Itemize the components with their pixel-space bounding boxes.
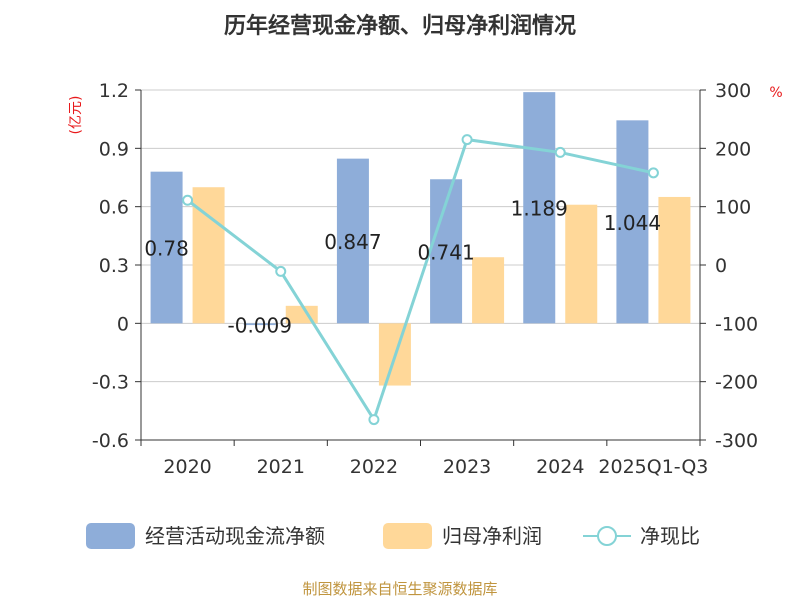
source-note: 制图数据来自恒生聚源数据库 — [302, 580, 497, 598]
right-tick-label: 100 — [715, 197, 751, 219]
line-layer — [182, 134, 659, 426]
data-label-cashflow: 1.189 — [511, 197, 568, 221]
bar-layer — [150, 92, 691, 386]
left-tick-label: 0.6 — [99, 197, 129, 219]
data-label-cashflow: 0.741 — [417, 240, 474, 264]
bar-netprofit — [658, 196, 691, 324]
ratio-point — [647, 167, 659, 179]
legend-swatch-cashflow — [86, 523, 135, 549]
right-tick-label: 0 — [715, 255, 727, 277]
left-tick-label: -0.3 — [92, 372, 129, 394]
legend-swatch-netprofit — [383, 523, 432, 549]
right-axis-unit: % — [769, 85, 782, 101]
data-label-layer: 0.78 -0.009 0.847 0.741 1.189 1.044 — [144, 197, 661, 338]
x-tick-label: 2021 — [257, 456, 305, 478]
x-tick-label: 2022 — [350, 456, 398, 478]
x-tick-label: 2025Q1-Q3 — [598, 456, 708, 478]
ratio-point — [368, 414, 380, 426]
bar-cashflow — [523, 92, 556, 324]
ratio-point — [461, 134, 473, 146]
data-label-cashflow: 1.044 — [604, 211, 661, 235]
bar-cashflow — [616, 120, 649, 324]
left-tick-label: 0.3 — [99, 255, 129, 277]
left-tick-label: 0.9 — [99, 138, 129, 160]
left-tick-label: 0 — [117, 313, 129, 335]
axes: 1.2 0.9 0.6 0.3 0 -0.3 -0.6 300 200 100 0 -100 -200 -… — [92, 80, 758, 478]
left-axis-unit: (亿元) — [68, 96, 84, 135]
left-tick-label: -0.6 — [92, 430, 129, 452]
right-tick-label: -200 — [715, 372, 758, 394]
x-tick-label: 2023 — [443, 456, 491, 478]
bar-netprofit — [565, 204, 598, 324]
ratio-point — [554, 146, 566, 158]
bar-cashflow — [336, 158, 369, 324]
bar-netprofit — [472, 257, 505, 324]
legend-label-netprofit: 归母净利润 — [442, 524, 542, 548]
bar-cashflow — [150, 171, 183, 324]
chart-title: 历年经营现金净额、归母净利润情况 — [224, 13, 576, 39]
data-label-cashflow: -0.009 — [228, 313, 292, 337]
x-tick-label: 2024 — [536, 456, 584, 478]
ratio-line — [186, 137, 654, 424]
ratio-point — [182, 194, 194, 206]
legend-label-cashflow: 经营活动现金流净额 — [145, 524, 325, 548]
data-label-cashflow: 0.847 — [324, 230, 381, 254]
right-tick-label: 300 — [715, 80, 751, 102]
x-tick-label: 2020 — [163, 456, 211, 478]
legend-label-ratio: 净现比 — [640, 524, 700, 548]
left-tick-label: 1.2 — [99, 80, 129, 102]
data-label-cashflow: 0.78 — [144, 237, 189, 261]
right-tick-label: 200 — [715, 138, 751, 160]
right-tick-label: -300 — [715, 430, 758, 452]
ratio-point — [275, 265, 287, 277]
gridlines — [141, 89, 700, 441]
bar-cashflow — [243, 323, 276, 326]
right-tick-label: -100 — [715, 313, 758, 335]
legend-marker-ratio — [597, 526, 617, 546]
legend: 经营活动现金流净额 归母净利润 净现比 — [86, 523, 700, 549]
